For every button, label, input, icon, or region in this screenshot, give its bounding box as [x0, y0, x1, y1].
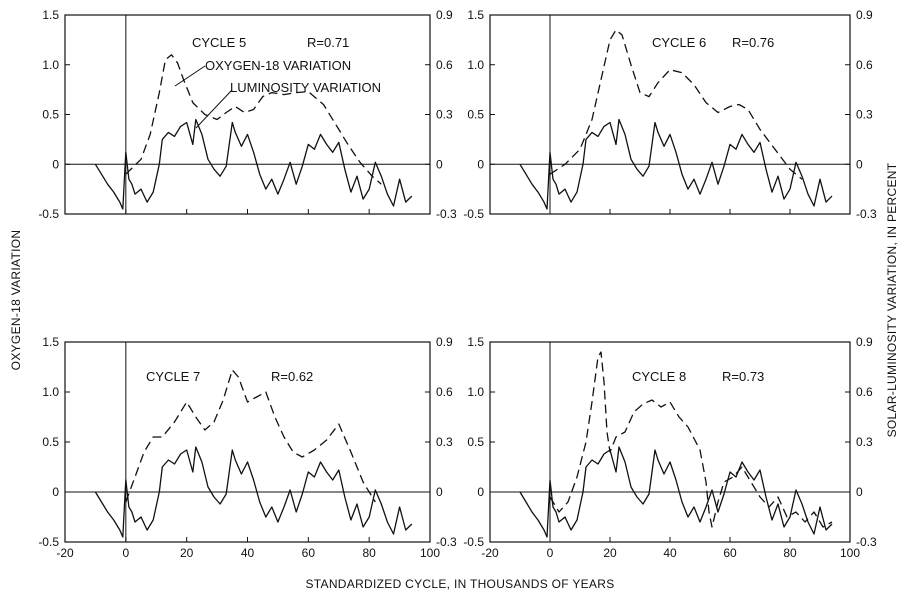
panel-cycle-6: 1.5 1.0 0.5 0 -0.5 0.9 0.6 0.3 0 -0.3 CYCLE 6 R=0.7…: [463, 8, 877, 221]
right-tick-label: 0.6: [856, 58, 873, 72]
left-tick-label: -0.5: [463, 207, 484, 221]
x-tick-label: 0: [122, 546, 129, 560]
left-tick-label: 0.5: [467, 108, 484, 122]
left-tick-label: 1.0: [467, 58, 484, 72]
correlation-label: R=0.62: [271, 369, 313, 384]
left-tick-label: 1.0: [467, 385, 484, 399]
x-tick-label: 100: [840, 546, 860, 560]
left-tick-label: 0: [52, 157, 59, 171]
left-tick-label: 0: [52, 485, 59, 499]
right-tick-label: 0.3: [436, 435, 453, 449]
left-axis-label: OXYGEN-18 VARIATION: [9, 230, 23, 371]
right-tick-label: 0.3: [436, 108, 453, 122]
left-tick-label: 0.5: [467, 435, 484, 449]
x-tick-label: 60: [723, 546, 737, 560]
x-tick-label: 40: [241, 546, 255, 560]
right-tick-label: 0.6: [436, 385, 453, 399]
left-tick-label: 1.5: [42, 335, 59, 349]
luminosity-line: [519, 118, 833, 210]
left-tick-label: 1.0: [42, 385, 59, 399]
luminosity-line: [94, 446, 413, 538]
right-tick-label: -0.3: [856, 535, 877, 549]
x-tick-label: 0: [547, 546, 554, 560]
luminosity-line: [519, 446, 833, 538]
x-tick-label: -20: [56, 546, 74, 560]
left-tick-label: 1.0: [42, 58, 59, 72]
right-tick-label: 0.6: [856, 385, 873, 399]
right-tick-label: 0: [856, 157, 863, 171]
correlation-label: R=0.76: [732, 35, 774, 50]
luminosity-pointer: [195, 89, 233, 129]
oxygen-18-line: [125, 54, 382, 185]
left-tick-label: -0.5: [38, 535, 59, 549]
x-tick-label: 100: [420, 546, 440, 560]
right-tick-label: -0.3: [436, 535, 457, 549]
left-tick-label: 1.5: [42, 8, 59, 22]
cycle-label: CYCLE 8: [632, 369, 686, 384]
cycle-label: CYCLE 6: [652, 35, 706, 50]
right-tick-label: -0.3: [436, 207, 457, 221]
luminosity-legend-label: LUMINOSITY VARIATION: [230, 80, 381, 95]
left-tick-label: -0.5: [463, 535, 484, 549]
right-tick-label: 0.3: [856, 108, 873, 122]
left-tick-label: 1.5: [467, 8, 484, 22]
legend-annotations: OXYGEN-18 VARIATION LUMINOSITY VARIATION: [174, 58, 381, 129]
right-tick-label: -0.3: [856, 207, 877, 221]
right-tick-label: 0: [856, 485, 863, 499]
right-tick-label: 0: [436, 485, 443, 499]
right-tick-label: 0.9: [856, 335, 873, 349]
x-tick-label: 80: [783, 546, 797, 560]
x-tick-label: 40: [663, 546, 677, 560]
panel-cycle-7: 1.5 1.0 0.5 0 -0.5 0.9 0.6 0.3 0 -0.3 -20 0 20 40 60 80…: [38, 335, 457, 560]
panel-cycle-5: 1.5 1.0 0.5 0 -0.5 0.9 0.6 0.3 0 -0.3 CYCLE 5 R=0.7…: [38, 8, 457, 221]
x-tick-label: 20: [603, 546, 617, 560]
left-tick-label: 0: [477, 157, 484, 171]
oxygen-legend-label: OXYGEN-18 VARIATION: [205, 58, 351, 73]
x-tick-label: 20: [180, 546, 194, 560]
right-axis-label: SOLAR-LUMINOSITY VARIATION, IN PERCENT: [885, 162, 899, 437]
x-tick-label: 60: [302, 546, 316, 560]
right-tick-label: 0.3: [856, 435, 873, 449]
panel-cycle-8: 1.5 1.0 0.5 0 -0.5 0.9 0.6 0.3 0 -0.3 -20 0 20 40 60 80…: [463, 335, 877, 560]
plot-frame: [64, 14, 431, 215]
correlation-label: R=0.71: [307, 35, 349, 50]
right-tick-label: 0.9: [436, 8, 453, 22]
oxygen-18-line: [549, 29, 803, 180]
oxygen-18-line: [125, 369, 376, 503]
cycle-label: CYCLE 7: [146, 369, 200, 384]
right-tick-label: 0.9: [436, 335, 453, 349]
right-tick-label: 0: [436, 157, 443, 171]
left-tick-label: 0: [477, 485, 484, 499]
luminosity-line: [94, 118, 413, 210]
cycle-label: CYCLE 5: [192, 35, 246, 50]
left-tick-label: 1.5: [467, 335, 484, 349]
x-tick-label: 80: [362, 546, 376, 560]
x-axis-label: STANDARDIZED CYCLE, IN THOUSANDS OF YEAR…: [305, 577, 614, 591]
left-tick-label: 0.5: [42, 108, 59, 122]
oxygen-pointer: [174, 65, 206, 87]
left-tick-label: -0.5: [38, 207, 59, 221]
x-tick-label: -20: [481, 546, 499, 560]
left-tick-label: 0.5: [42, 435, 59, 449]
oxygen-18-line: [549, 351, 833, 528]
chart-panels: 1.5 1.0 0.5 0 -0.5 0.9 0.6 0.3 0 -0.3 CYCLE 5 R=0.7…: [38, 8, 877, 560]
correlation-label: R=0.73: [722, 369, 764, 384]
right-tick-label: 0.9: [856, 8, 873, 22]
plot-frame: [64, 341, 431, 543]
right-tick-label: 0.6: [436, 58, 453, 72]
